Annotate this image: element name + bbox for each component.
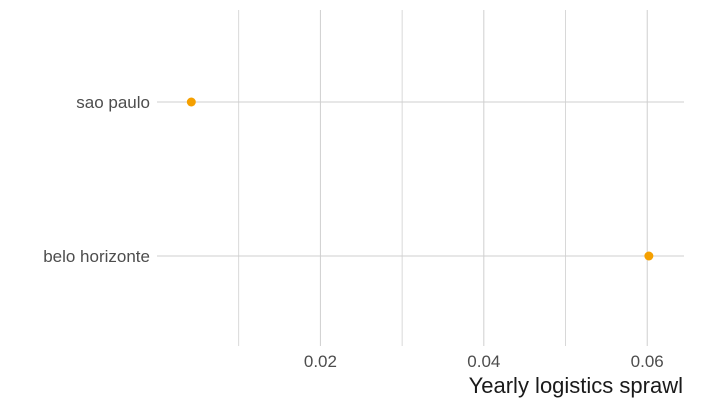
x-axis-title: Yearly logistics sprawl — [469, 373, 683, 398]
x-tick-label-2: 0.04 — [467, 352, 500, 371]
x-tick-label-3: 0.06 — [631, 352, 664, 371]
y-tick-label-2: belo horizonte — [43, 247, 150, 266]
x-axis-tick-labels: 0.02 0.04 0.06 — [304, 352, 664, 371]
grid — [157, 10, 684, 346]
data-points — [186, 97, 654, 261]
y-tick-label-1: sao paulo — [76, 93, 150, 112]
x-tick-label-1: 0.02 — [304, 352, 337, 371]
data-point-sao-paulo — [186, 97, 196, 107]
y-axis-labels: sao paulo belo horizonte — [43, 93, 150, 266]
data-point-belo-horizonte — [644, 251, 654, 261]
